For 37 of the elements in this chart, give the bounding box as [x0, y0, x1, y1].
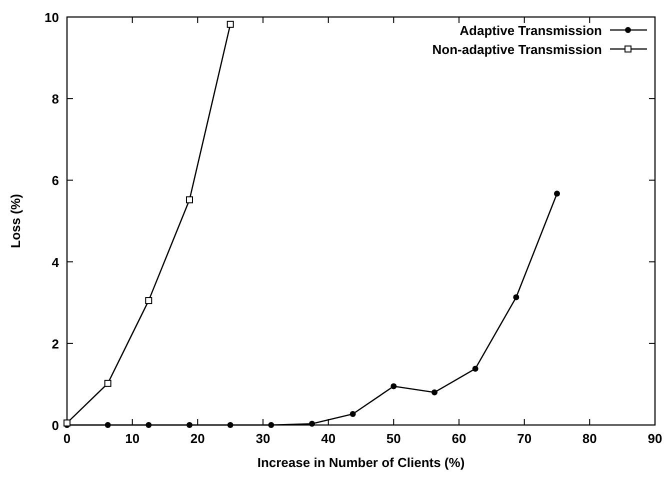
x-tick-label: 90 [648, 431, 662, 446]
y-tick-label: 0 [52, 418, 59, 433]
x-tick-label: 10 [125, 431, 140, 446]
x-tick-label: 70 [517, 431, 532, 446]
point [186, 196, 193, 204]
x-tick-label: 20 [190, 431, 205, 446]
x-tick-label: 50 [386, 431, 401, 446]
point [390, 383, 397, 390]
legend-label: Non-adaptive Transmission [432, 42, 602, 57]
legend-label: Adaptive Transmission [460, 23, 602, 38]
point [64, 419, 70, 426]
x-tick-label: 0 [63, 431, 71, 446]
y-tick-label: 4 [52, 254, 60, 270]
y-tick-label: 6 [52, 173, 59, 188]
point [145, 297, 152, 304]
y-tick-label: 2 [52, 336, 59, 352]
x-tick-label: 80 [582, 431, 597, 446]
point [268, 422, 274, 428]
point [226, 20, 234, 28]
point [309, 420, 315, 427]
x-tick-label: 40 [321, 431, 336, 446]
x-tick-label: 30 [256, 431, 270, 446]
point [513, 294, 520, 300]
y-tick-label: 10 [44, 10, 59, 25]
x-tick-label: 60 [452, 431, 466, 446]
point [146, 422, 152, 428]
y-tick-label: 8 [52, 92, 59, 107]
point [227, 422, 234, 428]
point [554, 190, 560, 197]
point [186, 422, 192, 428]
point [472, 366, 478, 372]
x-axis-title: Increase in Number of Clients (%) [257, 455, 465, 470]
y-axis-title: Loss (%) [8, 194, 23, 248]
point [104, 422, 111, 428]
point [350, 410, 356, 417]
point [432, 389, 438, 396]
point [104, 380, 112, 387]
